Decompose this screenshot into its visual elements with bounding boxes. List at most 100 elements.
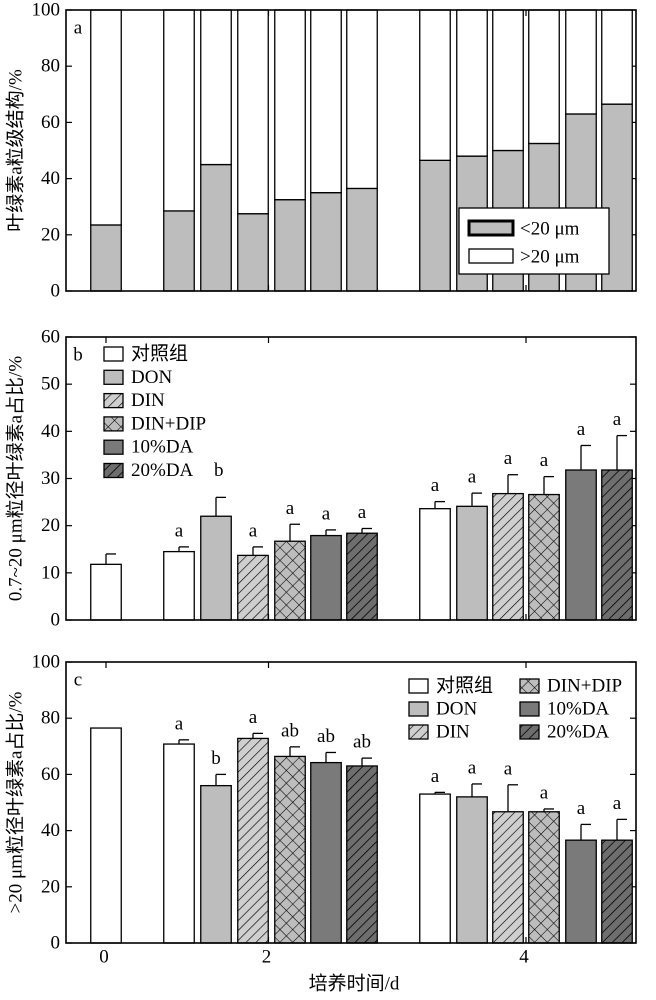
bar-DON: [200, 515, 232, 621]
panel-letter: b: [73, 345, 83, 366]
y-tick-label: 100: [32, 0, 61, 21]
legend-swatch-DA20: [519, 724, 540, 740]
bar-DA10: [310, 761, 342, 944]
y-tick-label: 40: [41, 820, 60, 841]
legend-swatch-DON: [103, 369, 124, 385]
bar-DIN: [237, 737, 269, 944]
legend-swatch-small: [467, 219, 515, 237]
bar-control: [419, 508, 451, 621]
bar-DA20: [346, 532, 378, 621]
legend-swatch-DA10: [103, 439, 124, 455]
legend-label-DA20: 20%DA: [131, 460, 194, 481]
significance-label: ab: [281, 720, 299, 741]
bar-large-fraction: [310, 9, 342, 194]
bar-small-fraction: [419, 159, 451, 292]
significance-label: a: [468, 757, 477, 778]
significance-label: a: [358, 502, 367, 523]
legend-swatch-DIN_DIP: [519, 678, 540, 694]
bar-small-fraction: [274, 199, 306, 292]
bar-large-fraction: [601, 9, 633, 105]
legend-swatch-control: [103, 346, 124, 362]
bar-small-fraction: [237, 213, 269, 292]
significance-label: a: [175, 520, 184, 541]
bar-DON: [456, 796, 488, 944]
bar-small-fraction: [200, 163, 232, 292]
legend-label-DA10: 10%DA: [547, 699, 610, 720]
bar-DA10: [310, 534, 342, 621]
bar-control: [90, 563, 122, 621]
legend-label-DA20: 20%DA: [547, 722, 610, 743]
y-tick-label: 20: [41, 515, 60, 536]
bar-DON: [200, 784, 232, 944]
y-tick-label: 40: [41, 421, 60, 442]
legend-swatch-DIN_DIP: [103, 416, 124, 432]
y-tick-label: 10: [41, 562, 60, 583]
bar-DIN: [492, 811, 524, 944]
bar-small-fraction: [90, 224, 122, 292]
bar-large-fraction: [274, 9, 306, 201]
bar-DA10: [565, 839, 597, 944]
x-tick-label: 2: [262, 947, 272, 968]
significance-label: a: [504, 758, 513, 779]
plot-frame: [65, 661, 637, 944]
bar-large-fraction: [456, 9, 488, 157]
bar-DIN_DIP: [528, 811, 560, 944]
legend-label-control: 对照组: [131, 343, 188, 365]
panel-letter: a: [74, 18, 83, 39]
legend-swatch-DON: [408, 701, 429, 717]
x-tick-label: 4: [519, 947, 529, 968]
y-tick-label: 0: [51, 933, 61, 954]
significance-label: a: [286, 498, 295, 519]
bar-large-fraction: [419, 9, 451, 161]
legend-label-large: >20 μm: [520, 247, 580, 268]
significance-label: a: [431, 766, 440, 787]
legend-swatch-DIN: [103, 392, 124, 409]
significance-label: a: [577, 798, 586, 819]
legend-label-control: 对照组: [436, 675, 493, 697]
legend-label-DON: DON: [436, 699, 477, 720]
bar-DA20: [346, 765, 378, 944]
bar-control: [419, 793, 451, 944]
bar-DIN_DIP: [274, 755, 306, 944]
y-axis-label: >20 μm粒径叶绿素a占比/%: [5, 691, 27, 913]
panel-letter: c: [74, 670, 82, 691]
legend-swatch-DIN: [408, 724, 429, 740]
legend-label-DIN: DIN: [436, 722, 470, 743]
plot-frame: [65, 336, 637, 621]
legend-label-DIN_DIP: DIN+DIP: [131, 413, 206, 434]
panel-a: 0 20 40 60 80 100 叶绿素a粒级结构/% <20 μm >20 μm a: [5, 0, 637, 302]
bar-small-fraction: [346, 187, 378, 292]
x-tick-label: 0: [99, 947, 109, 968]
bar-large-fraction: [237, 9, 269, 215]
significance-label: a: [249, 520, 258, 541]
significance-label: a: [322, 503, 331, 524]
y-tick-label: 100: [32, 652, 61, 673]
bar-large-fraction: [492, 9, 524, 152]
significance-label: a: [577, 419, 586, 440]
significance-label: a: [431, 475, 440, 496]
panel-b: 0 10 20 30 40 50 60 0.7~20 μm粒径叶绿素a占比/% a a a a a a a a…: [5, 327, 637, 631]
significance-label: ab: [317, 726, 335, 747]
bar-large-fraction: [200, 9, 232, 166]
y-tick-label: 0: [51, 281, 61, 302]
bar-DIN_DIP: [528, 493, 560, 621]
y-tick-label: 20: [41, 876, 60, 897]
bar-large-fraction: [163, 9, 195, 212]
bar-small-fraction: [163, 210, 195, 292]
y-tick-label: 20: [41, 224, 60, 245]
significance-label: a: [540, 450, 549, 471]
y-tick-label: 40: [41, 168, 60, 189]
bar-DA20: [601, 469, 633, 621]
legend-label-small: <20 μm: [520, 219, 580, 240]
significance-label: a: [249, 707, 258, 728]
significance-label: a: [175, 713, 184, 734]
legend-label-DIN_DIP: DIN+DIP: [547, 676, 622, 697]
legend-swatch-large: [468, 248, 514, 264]
plot-frame: [65, 9, 637, 292]
y-tick-label: 30: [41, 468, 60, 489]
bar-DA10: [565, 469, 597, 621]
bar-large-fraction: [90, 9, 122, 226]
significance-label: a: [540, 782, 549, 803]
bar-control: [90, 727, 122, 944]
